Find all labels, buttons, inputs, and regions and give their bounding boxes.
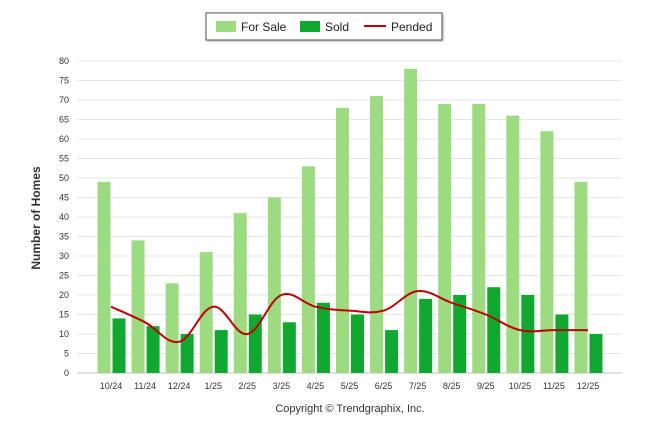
y-tick-label: 0 [64, 368, 69, 378]
x-tick-label: 6/25 [375, 381, 393, 391]
y-tick-label: 80 [59, 56, 69, 66]
y-tick-label: 45 [59, 193, 69, 203]
y-tick-label: 40 [59, 212, 69, 222]
bar-sold[interactable] [146, 326, 160, 373]
bar-for-sale[interactable] [335, 107, 349, 374]
y-tick-label: 5 [64, 349, 69, 359]
x-axis-ticks: 10/24 11/24 12/24 1/25 2/25 3/25 4/25 5/25 6/25 7… [100, 381, 600, 391]
y-tick-label: 60 [59, 134, 69, 144]
y-tick-label: 65 [59, 115, 69, 125]
x-tick-label: 4/25 [307, 381, 325, 391]
y-axis-label: Number of Homes [29, 166, 43, 270]
bar-sold[interactable] [453, 295, 467, 373]
legend-label-sold[interactable]: Sold [325, 20, 349, 34]
x-tick-label: 3/25 [273, 381, 291, 391]
x-tick-label: 11/24 [134, 381, 156, 391]
y-tick-label: 55 [59, 154, 69, 164]
bar-sold[interactable] [180, 334, 194, 373]
x-tick-label: 11/25 [543, 381, 565, 391]
legend-swatch-for-sale [216, 21, 236, 32]
bar-sold[interactable] [248, 314, 262, 374]
legend-label-for-sale[interactable]: For Sale [241, 20, 287, 34]
bar-for-sale[interactable] [97, 181, 111, 373]
x-tick-label: 2/25 [239, 381, 257, 391]
bar-for-sale[interactable] [165, 283, 179, 373]
grid [77, 60, 622, 354]
bar-sold[interactable] [487, 287, 501, 373]
x-tick-label: 10/25 [509, 381, 532, 391]
copyright-footer: Copyright © Trendgraphix, Inc. [275, 403, 424, 415]
y-tick-label: 10 [59, 329, 69, 339]
pended-line-path[interactable] [110, 290, 588, 344]
x-tick-label: 8/25 [443, 381, 461, 391]
y-tick-label: 70 [59, 95, 69, 105]
y-axis-ticks: 0 5 10 15 20 25 30 35 40 45 50 55 60 65 70 75 80 [59, 56, 69, 378]
x-tick-label: 9/25 [477, 381, 495, 391]
y-tick-label: 50 [59, 173, 69, 183]
x-tick-label: 10/24 [100, 381, 123, 391]
bar-for-sale[interactable] [199, 252, 213, 373]
bars [97, 68, 603, 374]
bar-for-sale[interactable] [301, 166, 315, 373]
bar-sold[interactable] [385, 330, 399, 373]
bar-for-sale[interactable] [404, 68, 418, 374]
y-tick-label: 35 [59, 232, 69, 242]
bar-sold[interactable] [350, 314, 364, 374]
x-tick-label: 7/25 [409, 381, 427, 391]
bar-for-sale[interactable] [540, 131, 554, 373]
y-tick-label: 30 [59, 251, 69, 261]
legend-swatch-sold [300, 21, 320, 32]
x-tick-label: 12/24 [168, 381, 191, 391]
bar-sold[interactable] [316, 302, 330, 373]
bar-sold[interactable] [112, 318, 126, 373]
legend-frame [205, 12, 443, 41]
legend-label-pended[interactable]: Pended [391, 20, 432, 34]
bar-sold[interactable] [521, 295, 535, 373]
legend[interactable]: For Sale Sold Pended [205, 12, 443, 41]
y-tick-label: 15 [59, 310, 69, 320]
pended-line [110, 290, 588, 344]
bar-for-sale[interactable] [472, 103, 486, 374]
y-tick-label: 25 [59, 271, 69, 281]
bar-for-sale[interactable] [233, 213, 247, 373]
bar-sold[interactable] [555, 314, 569, 374]
x-tick-label: 12/25 [577, 381, 600, 391]
bar-sold[interactable] [589, 334, 603, 373]
y-tick-label: 75 [59, 76, 69, 86]
x-tick-label: 1/25 [204, 381, 222, 391]
bar-for-sale[interactable] [438, 103, 452, 374]
bar-for-sale[interactable] [267, 197, 281, 374]
bar-for-sale[interactable] [574, 181, 588, 373]
bar-for-sale[interactable] [370, 96, 384, 373]
bar-for-sale[interactable] [506, 115, 520, 373]
x-tick-label: 5/25 [341, 381, 359, 391]
bar-for-sale[interactable] [131, 240, 145, 373]
bar-sold[interactable] [282, 322, 296, 373]
bar-sold[interactable] [214, 330, 228, 373]
bar-sold[interactable] [419, 298, 433, 373]
y-tick-label: 20 [59, 290, 69, 300]
